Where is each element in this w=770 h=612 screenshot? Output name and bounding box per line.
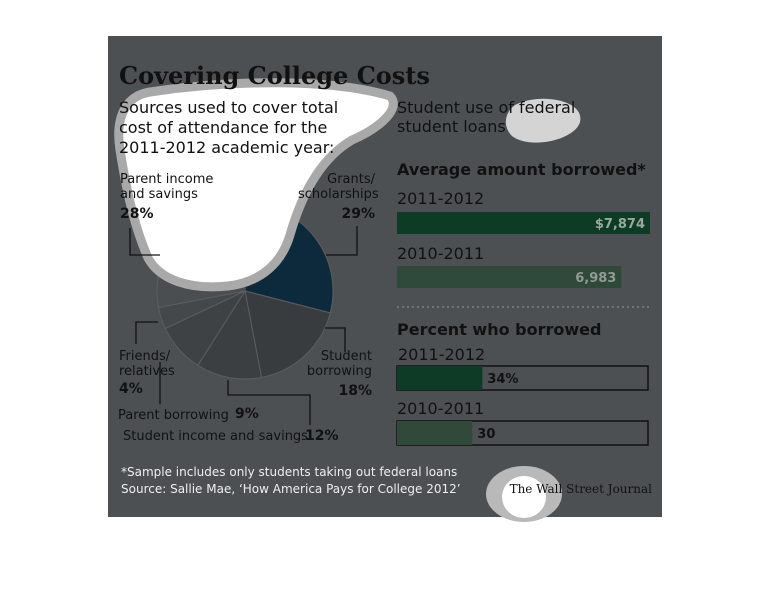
value-label: $7,874 — [595, 217, 645, 232]
pie-label: Student borrowing — [306, 349, 372, 379]
value-label: 30 — [477, 427, 495, 442]
chart-title: Average amount borrowed* — [397, 160, 646, 179]
category-label: 2011-2012 — [397, 189, 485, 208]
source: Source: Sallie Mae, ‘How America Pays fo… — [121, 482, 461, 496]
value-label: 6,983 — [575, 271, 616, 286]
title: Covering College Costs — [119, 61, 430, 90]
blob — [114, 78, 398, 292]
category-label: 2010-2011 — [397, 399, 485, 418]
blob — [505, 98, 581, 143]
pie-value: 9% — [235, 406, 259, 422]
chart-title: Percent who borrowed — [397, 320, 602, 339]
pie-value: 28% — [120, 206, 154, 222]
pie-label: Grants/ scholarships — [298, 172, 379, 202]
pie-value: 29% — [341, 206, 375, 222]
bar — [397, 266, 622, 288]
bar — [397, 366, 483, 390]
blob — [502, 476, 546, 518]
pie-value: 18% — [338, 383, 372, 399]
pie-value: 12% — [305, 428, 339, 444]
value-label: 34% — [487, 372, 518, 387]
footnote: *Sample includes only students taking ou… — [121, 465, 458, 479]
bar — [397, 421, 473, 445]
pie-label: Parent income and savings — [120, 172, 214, 202]
leaders — [129, 226, 358, 425]
pie-slice — [197, 289, 263, 380]
pie-slice — [244, 290, 331, 379]
bar — [397, 212, 650, 234]
subtitle: Sources used to cover total cost of atte… — [119, 98, 339, 157]
pie-label: Friends/ relatives — [119, 349, 175, 379]
bars: $7,874 6,983 34% 30 — [396, 212, 650, 446]
pie-label: Student income and savings — [123, 429, 308, 444]
pie-value: 4% — [119, 381, 143, 397]
section-title: Student use of federal student loans — [397, 98, 576, 136]
pie-label: Parent borrowing — [118, 408, 229, 423]
category-label: 2010-2011 — [397, 244, 485, 263]
credit: The Wall Street Journal — [509, 482, 652, 496]
category-label: 2011-2012 — [398, 345, 486, 364]
